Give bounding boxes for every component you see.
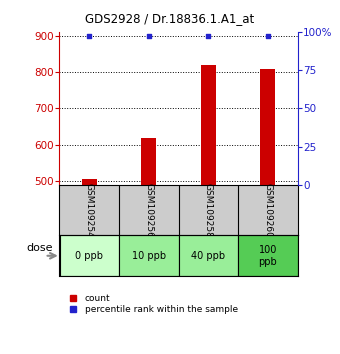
Text: GSM109256: GSM109256 <box>144 183 153 238</box>
Bar <box>59 235 119 276</box>
Text: GSM109258: GSM109258 <box>204 183 213 238</box>
Text: 40 ppb: 40 ppb <box>191 251 225 261</box>
Bar <box>238 235 298 276</box>
Text: GSM109254: GSM109254 <box>85 183 94 238</box>
Text: GSM109260: GSM109260 <box>263 183 272 238</box>
Bar <box>119 235 178 276</box>
Legend: count, percentile rank within the sample: count, percentile rank within the sample <box>64 294 238 314</box>
Point <box>265 34 271 39</box>
Text: 10 ppb: 10 ppb <box>132 251 166 261</box>
Text: dose: dose <box>26 243 53 253</box>
Bar <box>260 69 275 185</box>
Bar <box>178 235 238 276</box>
Point <box>86 34 92 39</box>
Point <box>205 34 211 39</box>
Text: GDS2928 / Dr.18836.1.A1_at: GDS2928 / Dr.18836.1.A1_at <box>85 12 255 25</box>
Bar <box>201 65 216 185</box>
Point <box>146 34 152 39</box>
Bar <box>82 179 97 185</box>
Text: 100
ppb: 100 ppb <box>258 245 277 267</box>
Text: 0 ppb: 0 ppb <box>75 251 103 261</box>
Bar <box>141 138 156 185</box>
